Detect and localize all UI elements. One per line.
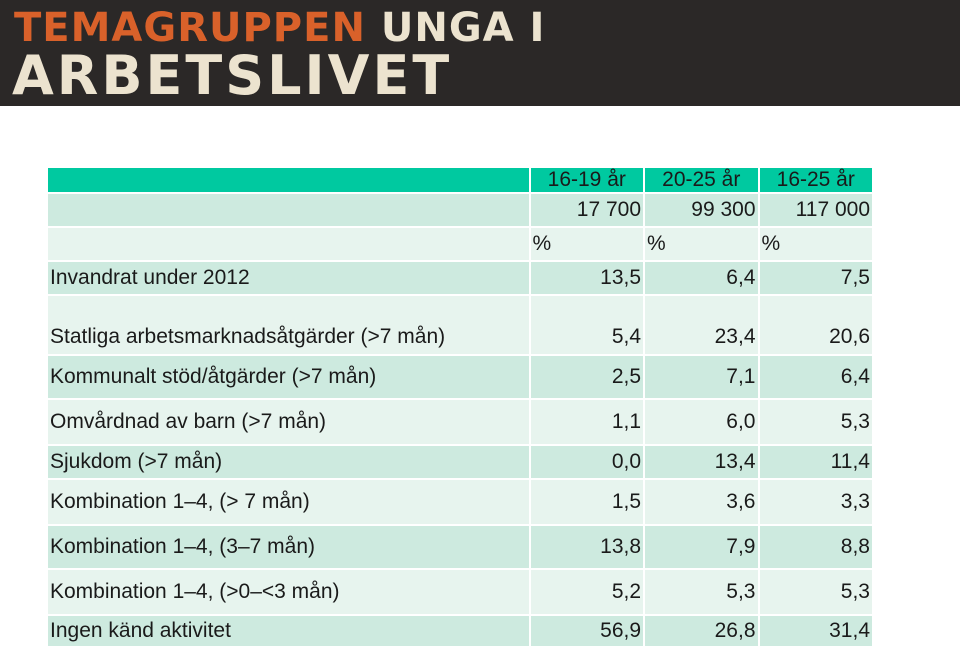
table-row: Ingen känd aktivitet 56,9 26,8 31,4 <box>48 615 872 648</box>
row-value-16-19: 5,2 <box>529 569 646 616</box>
units-row: % % % <box>48 227 872 262</box>
logo-title-line2: ARBETSLIVET <box>12 44 453 107</box>
row-value-16-25: 31,4 <box>758 615 872 648</box>
row-value-16-25: 3,3 <box>758 479 872 526</box>
row-value-16-19: 0,0 <box>529 445 646 480</box>
row-value-16-19: 1,5 <box>529 479 646 526</box>
table-row: Omvårdnad av barn (>7 mån) 1,1 6,0 5,3 <box>48 399 872 446</box>
row-value-16-25: 7,5 <box>758 261 872 296</box>
row-value-20-25: 7,9 <box>644 525 760 570</box>
row-value-20-25: 5,3 <box>644 569 760 616</box>
row-value-16-19: 13,8 <box>529 525 646 570</box>
total-16-25: 117 000 <box>758 193 872 228</box>
row-label: Invandrat under 2012 <box>48 261 531 296</box>
row-value-16-25: 20,6 <box>758 295 872 356</box>
row-value-20-25: 23,4 <box>644 295 760 356</box>
units-label-cell <box>48 227 531 262</box>
row-value-20-25: 6,0 <box>644 399 760 446</box>
table-row: Kombination 1–4, (>0–<3 mån) 5,2 5,3 5,3 <box>48 569 872 616</box>
statistics-table: 16-19 år 20-25 år 16-25 år 17 700 99 300… <box>48 168 872 648</box>
table-row: Kombination 1–4, (> 7 mån) 1,5 3,6 3,3 <box>48 479 872 526</box>
totals-label-cell <box>48 193 531 228</box>
row-value-20-25: 6,4 <box>644 261 760 296</box>
unit-16-25: % <box>758 227 872 262</box>
row-value-16-19: 2,5 <box>529 355 646 400</box>
row-label: Kombination 1–4, (3–7 mån) <box>48 525 531 570</box>
row-label: Statliga arbetsmarknadsåtgärder (>7 mån) <box>48 295 531 356</box>
unit-20-25: % <box>644 227 760 262</box>
totals-row: 17 700 99 300 117 000 <box>48 193 872 228</box>
logo-word-temagruppen: TEMAGRUPPEN <box>14 5 366 51</box>
row-label: Kombination 1–4, (> 7 mån) <box>48 479 531 526</box>
unit-16-19: % <box>529 227 646 262</box>
row-value-16-25: 5,3 <box>758 569 872 616</box>
table-row: Kombination 1–4, (3–7 mån) 13,8 7,9 8,8 <box>48 525 872 570</box>
row-value-16-25: 11,4 <box>758 445 872 480</box>
row-value-16-19: 5,4 <box>529 295 646 356</box>
row-label: Kommunalt stöd/åtgärder (>7 mån) <box>48 355 531 400</box>
table-row: Invandrat under 2012 13,5 6,4 7,5 <box>48 261 872 296</box>
table-row: Kommunalt stöd/åtgärder (>7 mån) 2,5 7,1… <box>48 355 872 400</box>
header-banner: TEMAGRUPPEN UNGA I ARBETSLIVET <box>0 0 960 106</box>
row-value-20-25: 26,8 <box>644 615 760 648</box>
logo-title-line1: TEMAGRUPPEN UNGA I <box>14 6 545 50</box>
row-value-16-19: 1,1 <box>529 399 646 446</box>
table-header-row: 16-19 år 20-25 år 16-25 år <box>48 168 872 194</box>
table-row: Sjukdom (>7 mån) 0,0 13,4 11,4 <box>48 445 872 480</box>
row-value-16-25: 6,4 <box>758 355 872 400</box>
header-empty-cell <box>48 168 531 194</box>
table-row: Statliga arbetsmarknadsåtgärder (>7 mån)… <box>48 295 872 356</box>
total-16-19: 17 700 <box>529 193 646 228</box>
logo-word-unga-i: UNGA I <box>380 5 546 51</box>
total-20-25: 99 300 <box>644 193 760 228</box>
row-label: Omvårdnad av barn (>7 mån) <box>48 399 531 446</box>
row-value-16-19: 56,9 <box>529 615 646 648</box>
column-header-20-25: 20-25 år <box>644 168 760 194</box>
row-value-20-25: 3,6 <box>644 479 760 526</box>
row-label: Kombination 1–4, (>0–<3 mån) <box>48 569 531 616</box>
row-value-16-25: 5,3 <box>758 399 872 446</box>
row-label: Sjukdom (>7 mån) <box>48 445 531 480</box>
row-value-16-19: 13,5 <box>529 261 646 296</box>
row-value-20-25: 7,1 <box>644 355 760 400</box>
row-value-16-25: 8,8 <box>758 525 872 570</box>
column-header-16-25: 16-25 år <box>758 168 872 194</box>
row-label: Ingen känd aktivitet <box>48 615 531 648</box>
column-header-16-19: 16-19 år <box>529 168 646 194</box>
row-value-20-25: 13,4 <box>644 445 760 480</box>
